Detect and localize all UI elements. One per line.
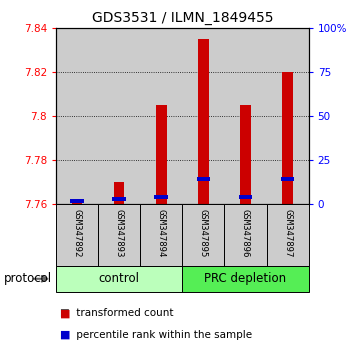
Text: GSM347892: GSM347892 — [73, 209, 82, 257]
Title: GDS3531 / ILMN_1849455: GDS3531 / ILMN_1849455 — [92, 11, 273, 24]
Text: ■  transformed count: ■ transformed count — [60, 308, 173, 318]
Bar — [266, 204, 309, 266]
Text: GSM347893: GSM347893 — [115, 209, 123, 257]
Bar — [112, 197, 126, 201]
Text: ■  percentile rank within the sample: ■ percentile rank within the sample — [60, 330, 252, 339]
Bar — [196, 177, 210, 182]
Bar — [98, 204, 140, 266]
Text: PRC depletion: PRC depletion — [204, 272, 287, 285]
Bar — [240, 105, 251, 204]
Bar — [140, 28, 182, 204]
Bar — [56, 266, 182, 292]
Text: ■: ■ — [60, 330, 70, 339]
Bar — [114, 182, 125, 204]
Bar — [182, 204, 225, 266]
Bar — [56, 204, 98, 266]
Bar — [156, 105, 166, 204]
Text: GSM347897: GSM347897 — [283, 209, 292, 257]
Bar — [281, 177, 295, 182]
Bar — [225, 28, 266, 204]
Bar — [282, 72, 293, 204]
Text: protocol: protocol — [4, 272, 52, 285]
Bar — [198, 39, 209, 204]
Bar — [98, 28, 140, 204]
Bar — [140, 204, 182, 266]
Text: GSM347895: GSM347895 — [199, 209, 208, 257]
Bar — [70, 199, 84, 203]
Bar — [239, 195, 252, 199]
Text: GSM347896: GSM347896 — [241, 209, 250, 257]
Bar — [182, 266, 309, 292]
Bar — [72, 201, 82, 204]
Bar — [266, 28, 309, 204]
Bar — [56, 28, 98, 204]
Bar — [182, 28, 225, 204]
Text: control: control — [99, 272, 140, 285]
Bar — [225, 204, 266, 266]
Bar — [155, 195, 168, 199]
Text: GSM347894: GSM347894 — [157, 209, 166, 257]
Text: ■: ■ — [60, 308, 70, 318]
